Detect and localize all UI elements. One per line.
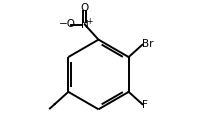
Text: N: N xyxy=(81,20,89,30)
Text: O: O xyxy=(81,2,89,13)
Text: +: + xyxy=(86,17,92,26)
Text: −O: −O xyxy=(59,19,76,29)
Text: Br: Br xyxy=(142,39,153,49)
Text: F: F xyxy=(142,100,148,110)
